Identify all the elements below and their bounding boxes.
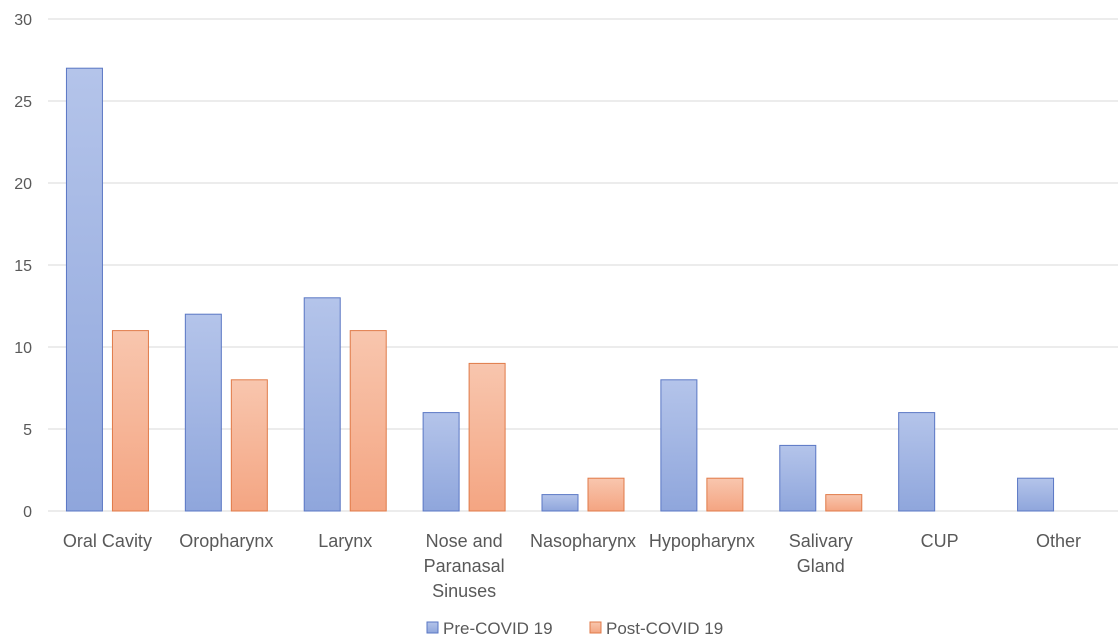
gridlines xyxy=(48,18,1118,512)
pre-covid-bar xyxy=(660,379,698,512)
y-tick-label: 5 xyxy=(23,422,32,439)
post-covid-legend-label: Post-COVID 19 xyxy=(606,619,723,638)
pre-covid-bar xyxy=(184,313,222,512)
post-covid-bar xyxy=(706,477,744,512)
post-covid-legend-swatch xyxy=(589,621,602,634)
bars xyxy=(65,67,1055,512)
pre-covid-bar xyxy=(65,67,103,512)
y-tick-label: 15 xyxy=(14,258,32,275)
category-label: CUP xyxy=(921,531,959,551)
y-tick-label: 25 xyxy=(14,94,32,111)
pre-covid-bar xyxy=(779,444,817,512)
category-label: Oral Cavity xyxy=(63,531,152,551)
post-covid-bar xyxy=(111,330,149,512)
post-covid-bar xyxy=(230,379,268,512)
category-label: Hypopharynx xyxy=(649,531,755,551)
pre-covid-bar xyxy=(898,412,936,512)
pre-covid-bar xyxy=(541,494,579,512)
category-label: Nose and Paranasal Sinuses xyxy=(424,531,505,601)
pre-covid-bar xyxy=(303,297,341,512)
pre-covid-legend-label: Pre-COVID 19 xyxy=(443,619,553,638)
category-label: Nasopharynx xyxy=(530,531,636,551)
category-label: Salivary Gland xyxy=(789,531,853,576)
legend: Pre-COVID 19 Post-COVID 19 xyxy=(426,619,723,638)
y-tick-label: 0 xyxy=(23,504,32,521)
post-covid-bar xyxy=(587,477,625,512)
pre-covid-legend-swatch xyxy=(426,621,439,634)
y-tick-label: 30 xyxy=(14,12,32,29)
category-label: Oropharynx xyxy=(179,531,273,551)
x-axis-category-labels: Oral Cavity Oropharynx Larynx Nose and Paran… xyxy=(63,531,1081,601)
post-covid-bar xyxy=(468,362,506,512)
y-tick-label: 20 xyxy=(14,176,32,193)
pre-covid-bar xyxy=(1017,477,1055,512)
post-covid-bar xyxy=(349,330,387,512)
y-tick-label: 10 xyxy=(14,340,32,357)
pre-covid-bar xyxy=(422,412,460,512)
category-label: Other xyxy=(1036,531,1081,551)
y-axis-tick-labels: 0 5 10 15 20 25 30 xyxy=(14,12,32,521)
category-label: Larynx xyxy=(318,531,372,551)
post-covid-bar xyxy=(825,494,863,512)
